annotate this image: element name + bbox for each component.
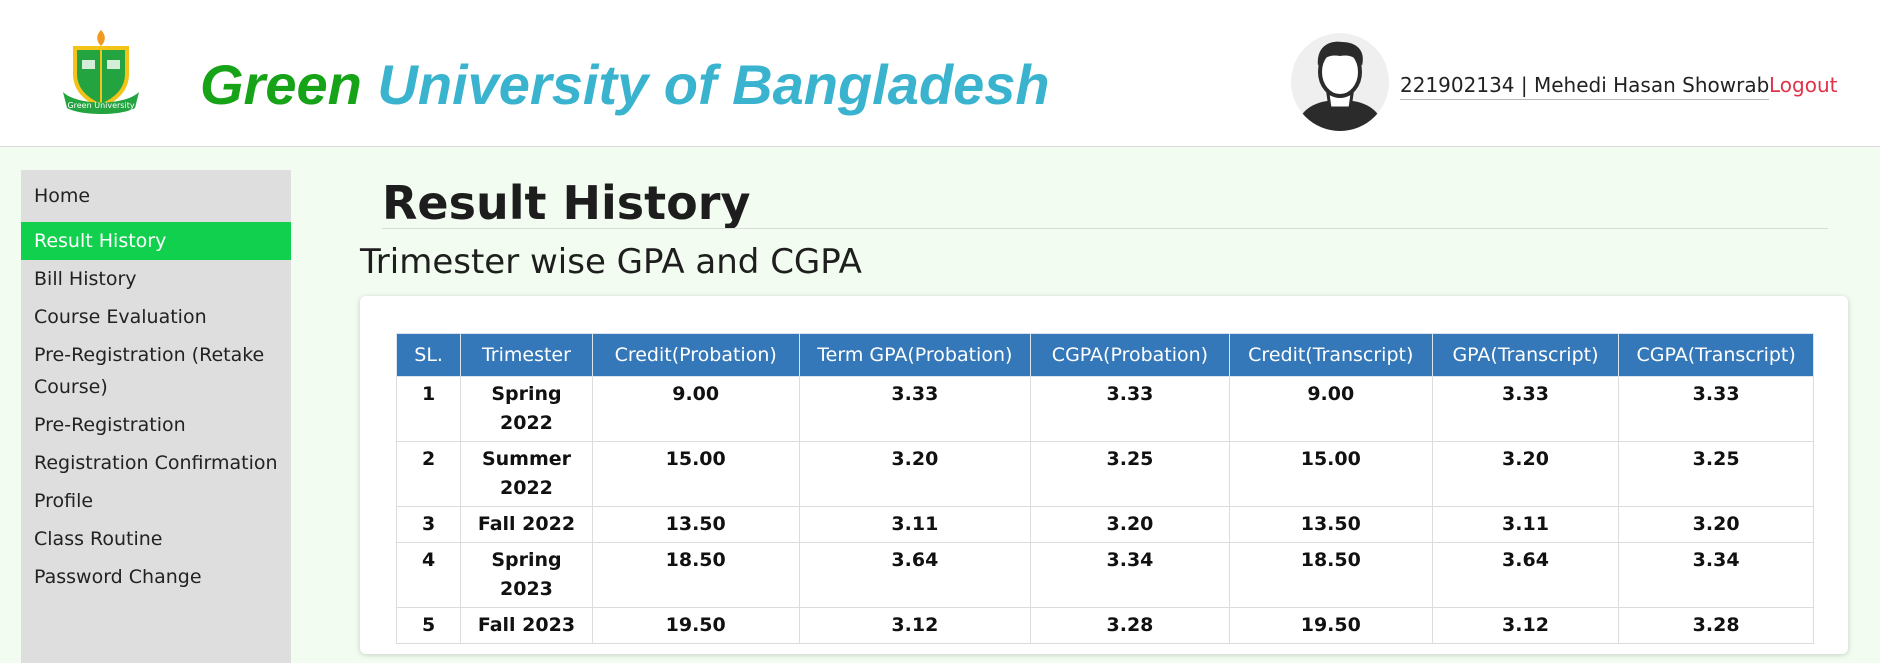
university-logo-icon[interactable]: Green University xyxy=(55,26,147,118)
cell-term-gpa-probation: 3.20 xyxy=(798,441,1032,507)
table-row: 1 Spring 2022 9.00 3.33 3.33 9.00 3.33 3… xyxy=(395,376,1814,442)
result-history-table: SL. Trimester Credit(Probation) Term GPA… xyxy=(395,333,1814,644)
user-info[interactable]: 221902134 | Mehedi Hasan Showrab xyxy=(1400,73,1770,100)
cell-credit-transcript: 15.00 xyxy=(1228,441,1433,507)
cell-sl: 3 xyxy=(395,506,462,543)
results-card: SL. Trimester Credit(Probation) Term GPA… xyxy=(360,296,1848,654)
table-row: 2 Summer 2022 15.00 3.20 3.25 15.00 3.20… xyxy=(395,441,1814,507)
cell-term-gpa-probation: 3.11 xyxy=(798,506,1032,543)
site-title: Green University of Bangladesh xyxy=(200,52,1050,117)
cell-cgpa-probation: 3.33 xyxy=(1030,376,1230,442)
cell-gpa-transcript: 3.11 xyxy=(1431,506,1620,543)
cell-cgpa-transcript: 3.34 xyxy=(1618,542,1814,608)
cell-gpa-transcript: 3.12 xyxy=(1431,607,1620,644)
title-divider xyxy=(382,228,1828,229)
sidebar-item-pre-registration-retake[interactable]: Pre-Registration (Retake Course) xyxy=(34,344,265,398)
cell-term-gpa-probation: 3.33 xyxy=(798,376,1032,442)
cell-cgpa-probation: 3.25 xyxy=(1030,441,1230,507)
cell-trimester: Fall 2022 xyxy=(460,506,593,543)
column-header-sl: SL. xyxy=(395,333,462,377)
table-row: 5 Fall 2023 19.50 3.12 3.28 19.50 3.12 3… xyxy=(395,607,1814,644)
sidebar-nav: Home Result History Bill History Course … xyxy=(21,170,291,663)
sidebar-item-profile[interactable]: Profile xyxy=(34,490,94,512)
cell-trimester: Summer 2022 xyxy=(460,441,593,507)
cell-credit-probation: 18.50 xyxy=(591,542,800,608)
sidebar-item-course-evaluation[interactable]: Course Evaluation xyxy=(34,306,207,328)
sidebar-item-result-history[interactable]: Result History xyxy=(21,222,291,260)
cell-gpa-transcript: 3.64 xyxy=(1431,542,1620,608)
site-title-green: Green xyxy=(200,53,362,116)
cell-gpa-transcript: 3.33 xyxy=(1431,376,1620,442)
sidebar-item-bill-history[interactable]: Bill History xyxy=(34,268,137,290)
cell-credit-probation: 13.50 xyxy=(591,506,800,543)
cell-cgpa-transcript: 3.25 xyxy=(1618,441,1814,507)
cell-credit-transcript: 18.50 xyxy=(1228,542,1433,608)
cell-trimester: Fall 2023 xyxy=(460,607,593,644)
column-header-trimester: Trimester xyxy=(460,333,593,377)
cell-cgpa-transcript: 3.28 xyxy=(1618,607,1814,644)
column-header-gpa-transcript: GPA(Transcript) xyxy=(1431,333,1620,377)
logout-link[interactable]: Logout xyxy=(1769,73,1838,97)
cell-credit-transcript: 19.50 xyxy=(1228,607,1433,644)
sidebar-item-pre-registration[interactable]: Pre-Registration xyxy=(34,414,186,436)
cell-trimester: Spring 2023 xyxy=(460,542,593,608)
cell-sl: 5 xyxy=(395,607,462,644)
sidebar-item-registration-confirmation[interactable]: Registration Confirmation xyxy=(34,452,278,474)
page-title: Result History xyxy=(382,176,751,230)
column-header-credit-transcript: Credit(Transcript) xyxy=(1228,333,1433,377)
cell-cgpa-probation: 3.34 xyxy=(1030,542,1230,608)
cell-credit-transcript: 13.50 xyxy=(1228,506,1433,543)
cell-cgpa-probation: 3.28 xyxy=(1030,607,1230,644)
cell-credit-probation: 9.00 xyxy=(591,376,800,442)
logo-text: Green University xyxy=(67,101,134,110)
cell-term-gpa-probation: 3.64 xyxy=(798,542,1032,608)
cell-credit-transcript: 9.00 xyxy=(1228,376,1433,442)
cell-sl: 1 xyxy=(395,376,462,442)
cell-cgpa-probation: 3.20 xyxy=(1030,506,1230,543)
sidebar-item-home[interactable]: Home xyxy=(34,185,91,207)
column-header-credit-probation: Credit(Probation) xyxy=(591,333,800,377)
column-header-term-gpa-probation: Term GPA(Probation) xyxy=(798,333,1032,377)
cell-term-gpa-probation: 3.12 xyxy=(798,607,1032,644)
sidebar-item-class-routine[interactable]: Class Routine xyxy=(34,528,163,550)
user-avatar-icon[interactable] xyxy=(1290,32,1390,132)
cell-trimester: Spring 2022 xyxy=(460,376,593,442)
top-header: Green University Green University of Ban… xyxy=(0,0,1880,147)
table-header-row: SL. Trimester Credit(Probation) Term GPA… xyxy=(395,333,1814,377)
column-header-cgpa-probation: CGPA(Probation) xyxy=(1030,333,1230,377)
site-title-university: University of Bangladesh xyxy=(377,53,1050,116)
cell-sl: 2 xyxy=(395,441,462,507)
cell-sl: 4 xyxy=(395,542,462,608)
sidebar-item-password-change[interactable]: Password Change xyxy=(34,566,202,588)
cell-gpa-transcript: 3.20 xyxy=(1431,441,1620,507)
cell-cgpa-transcript: 3.33 xyxy=(1618,376,1814,442)
cell-credit-probation: 15.00 xyxy=(591,441,800,507)
cell-cgpa-transcript: 3.20 xyxy=(1618,506,1814,543)
table-row: 4 Spring 2023 18.50 3.64 3.34 18.50 3.64… xyxy=(395,542,1814,608)
section-subtitle: Trimester wise GPA and CGPA xyxy=(360,242,862,282)
table-row: 3 Fall 2022 13.50 3.11 3.20 13.50 3.11 3… xyxy=(395,506,1814,543)
column-header-cgpa-transcript: CGPA(Transcript) xyxy=(1618,333,1814,377)
cell-credit-probation: 19.50 xyxy=(591,607,800,644)
